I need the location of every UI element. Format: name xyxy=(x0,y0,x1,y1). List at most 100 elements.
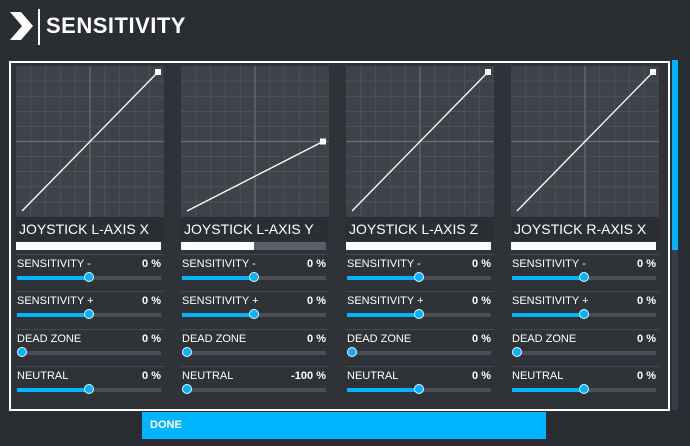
dead-zone-slider[interactable] xyxy=(17,347,161,357)
param-value: 0 % xyxy=(142,333,161,345)
slider-knob[interactable] xyxy=(414,309,424,319)
slider-fill xyxy=(347,313,419,317)
row-divider xyxy=(16,329,164,330)
neutral-slider[interactable] xyxy=(512,384,656,394)
param-row-neutral: NEUTRAL 0 % xyxy=(343,366,495,404)
response-curve-graph xyxy=(16,66,164,217)
sensitivity-slider[interactable] xyxy=(347,272,491,282)
row-divider xyxy=(181,329,329,330)
param-label: DEAD ZONE xyxy=(17,333,82,345)
slider-knob[interactable] xyxy=(347,347,357,357)
slider-knob[interactable] xyxy=(249,272,259,282)
param-label: NEUTRAL xyxy=(512,370,564,382)
dead-zone-slider[interactable] xyxy=(182,347,326,357)
response-curve-line xyxy=(516,71,654,212)
slider-knob[interactable] xyxy=(579,384,589,394)
sensitivity-slider[interactable] xyxy=(17,309,161,319)
slider-knob[interactable] xyxy=(182,347,192,357)
row-divider xyxy=(181,291,329,292)
response-curve-graph xyxy=(346,66,494,217)
param-label: SENSITIVITY - xyxy=(182,258,256,270)
neutral-slider[interactable] xyxy=(182,384,326,394)
sensitivity-slider[interactable] xyxy=(347,309,491,319)
param-value: 0 % xyxy=(142,295,161,307)
axis-column: JOYSTICK L-AXIS X SENSITIVITY -0 % SENSITI… xyxy=(13,66,165,404)
slider-knob[interactable] xyxy=(579,309,589,319)
slider-knob[interactable] xyxy=(414,272,424,282)
param-label: DEAD ZONE xyxy=(182,333,247,345)
response-curve-line xyxy=(186,140,324,212)
scrollbar[interactable] xyxy=(672,60,678,410)
scrollbar-thumb[interactable] xyxy=(672,60,678,250)
param-row-sensitivity: SENSITIVITY - 0 % xyxy=(343,254,495,292)
row-divider xyxy=(181,254,329,255)
dead-zone-slider[interactable] xyxy=(512,347,656,357)
axis-position-bar xyxy=(16,242,161,250)
slider-knob[interactable] xyxy=(17,347,27,357)
param-row-sensitivity: SENSITIVITY - 0 % xyxy=(178,254,330,292)
param-value: 0 % xyxy=(307,333,326,345)
param-value: 0 % xyxy=(472,295,491,307)
row-divider xyxy=(16,291,164,292)
axis-name: JOYSTICK L-AXIS Z xyxy=(349,221,479,237)
sensitivity-slider[interactable] xyxy=(17,272,161,282)
slider-knob[interactable] xyxy=(84,309,94,319)
param-value: 0 % xyxy=(637,370,656,382)
param-value: 0 % xyxy=(142,370,161,382)
param-row-dead-zone: DEAD ZONE 0 % xyxy=(13,329,165,367)
neutral-slider[interactable] xyxy=(17,384,161,394)
param-label: DEAD ZONE xyxy=(512,333,577,345)
chevron-right-icon[interactable] xyxy=(8,11,34,41)
current-position-marker xyxy=(155,69,161,75)
slider-fill xyxy=(182,313,254,317)
param-row-neutral: NEUTRAL 0 % xyxy=(13,366,165,404)
axis-column: JOYSTICK L-AXIS Y SENSITIVITY -0 % SENSITI… xyxy=(178,66,330,404)
param-value: -100 % xyxy=(291,370,326,382)
current-position-marker xyxy=(485,69,491,75)
axis-name-box: JOYSTICK R-AXIS X xyxy=(511,217,659,241)
param-label: SENSITIVITY - xyxy=(17,258,91,270)
param-value: 0 % xyxy=(472,258,491,270)
param-row-sensitivity: SENSITIVITY + 0 % xyxy=(178,291,330,329)
slider-knob[interactable] xyxy=(579,272,589,282)
param-label: SENSITIVITY + xyxy=(17,295,94,307)
axis-position-fill xyxy=(16,242,161,250)
param-label: DEAD ZONE xyxy=(347,333,412,345)
done-button[interactable]: DONE xyxy=(142,412,546,439)
param-value: 0 % xyxy=(307,258,326,270)
axis-position-fill xyxy=(181,242,254,250)
param-row-dead-zone: DEAD ZONE 0 % xyxy=(508,329,660,367)
response-curve-graph xyxy=(181,66,329,217)
slider-fill xyxy=(17,388,89,392)
slider-knob[interactable] xyxy=(84,272,94,282)
row-divider xyxy=(346,329,494,330)
response-curve-graph xyxy=(511,66,659,217)
sensitivity-slider[interactable] xyxy=(512,309,656,319)
sensitivity-slider[interactable] xyxy=(512,272,656,282)
slider-knob[interactable] xyxy=(249,309,259,319)
param-row-dead-zone: DEAD ZONE 0 % xyxy=(343,329,495,367)
param-label: SENSITIVITY - xyxy=(512,258,586,270)
neutral-slider[interactable] xyxy=(347,384,491,394)
slider-knob[interactable] xyxy=(182,384,192,394)
dead-zone-slider[interactable] xyxy=(347,347,491,357)
slider-knob[interactable] xyxy=(512,347,522,357)
slider-knob[interactable] xyxy=(84,384,94,394)
param-row-neutral: NEUTRAL -100 % xyxy=(178,366,330,404)
row-divider xyxy=(511,254,659,255)
sensitivity-slider[interactable] xyxy=(182,309,326,319)
param-value: 0 % xyxy=(637,295,656,307)
param-value: 0 % xyxy=(142,258,161,270)
response-curve-line xyxy=(21,71,159,212)
axis-name: JOYSTICK L-AXIS Y xyxy=(184,221,314,237)
slider-knob[interactable] xyxy=(414,384,424,394)
axis-position-bar xyxy=(181,242,326,250)
param-label: SENSITIVITY - xyxy=(347,258,421,270)
header-divider xyxy=(38,9,40,45)
slider-fill xyxy=(512,313,584,317)
current-position-marker xyxy=(650,69,656,75)
param-value: 0 % xyxy=(637,333,656,345)
sensitivity-slider[interactable] xyxy=(182,272,326,282)
row-divider xyxy=(511,291,659,292)
param-label: SENSITIVITY + xyxy=(182,295,259,307)
